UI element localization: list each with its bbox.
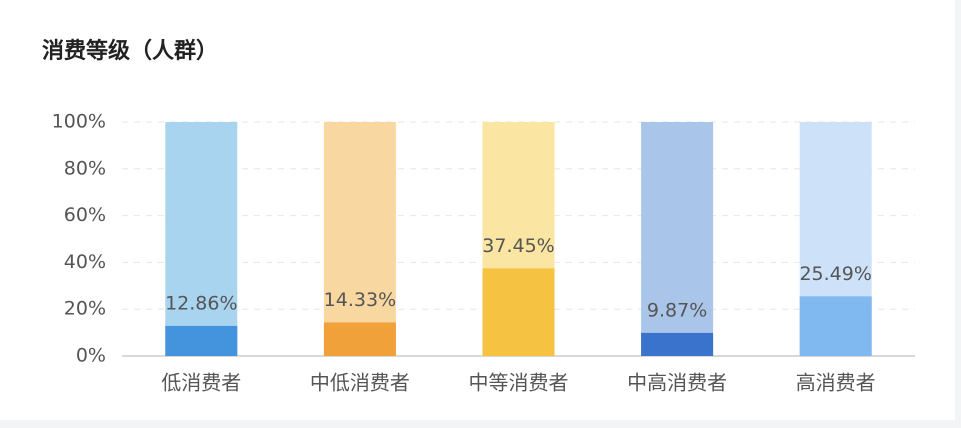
x-tick-label: 低消费者: [161, 371, 241, 395]
bar-track: [641, 122, 714, 356]
chart-title: 消费等级（人群）: [42, 38, 218, 64]
y-tick-label: 0%: [76, 345, 106, 367]
x-tick-label: 高消费者: [796, 371, 876, 395]
bar-track: [323, 122, 396, 356]
y-tick-label: 40%: [64, 251, 106, 273]
bar: [799, 296, 872, 356]
value-label: 37.45%: [482, 235, 554, 257]
y-tick-label: 100%: [52, 111, 106, 133]
value-label: 12.86%: [165, 292, 237, 314]
value-label: 14.33%: [324, 289, 396, 311]
value-label: 9.87%: [647, 299, 707, 321]
bar: [482, 268, 555, 356]
y-tick-label: 20%: [64, 298, 106, 320]
card: [0, 0, 955, 420]
y-tick-label: 60%: [64, 204, 106, 226]
x-tick-label: 中等消费者: [469, 371, 569, 395]
x-tick-label: 中高消费者: [627, 371, 727, 395]
bar: [323, 322, 396, 356]
y-tick-label: 80%: [64, 157, 106, 179]
value-label: 25.49%: [799, 263, 871, 285]
bar: [641, 332, 714, 356]
bar-track: [165, 122, 238, 356]
bar: [165, 325, 238, 356]
x-tick-label: 中低消费者: [310, 371, 410, 395]
